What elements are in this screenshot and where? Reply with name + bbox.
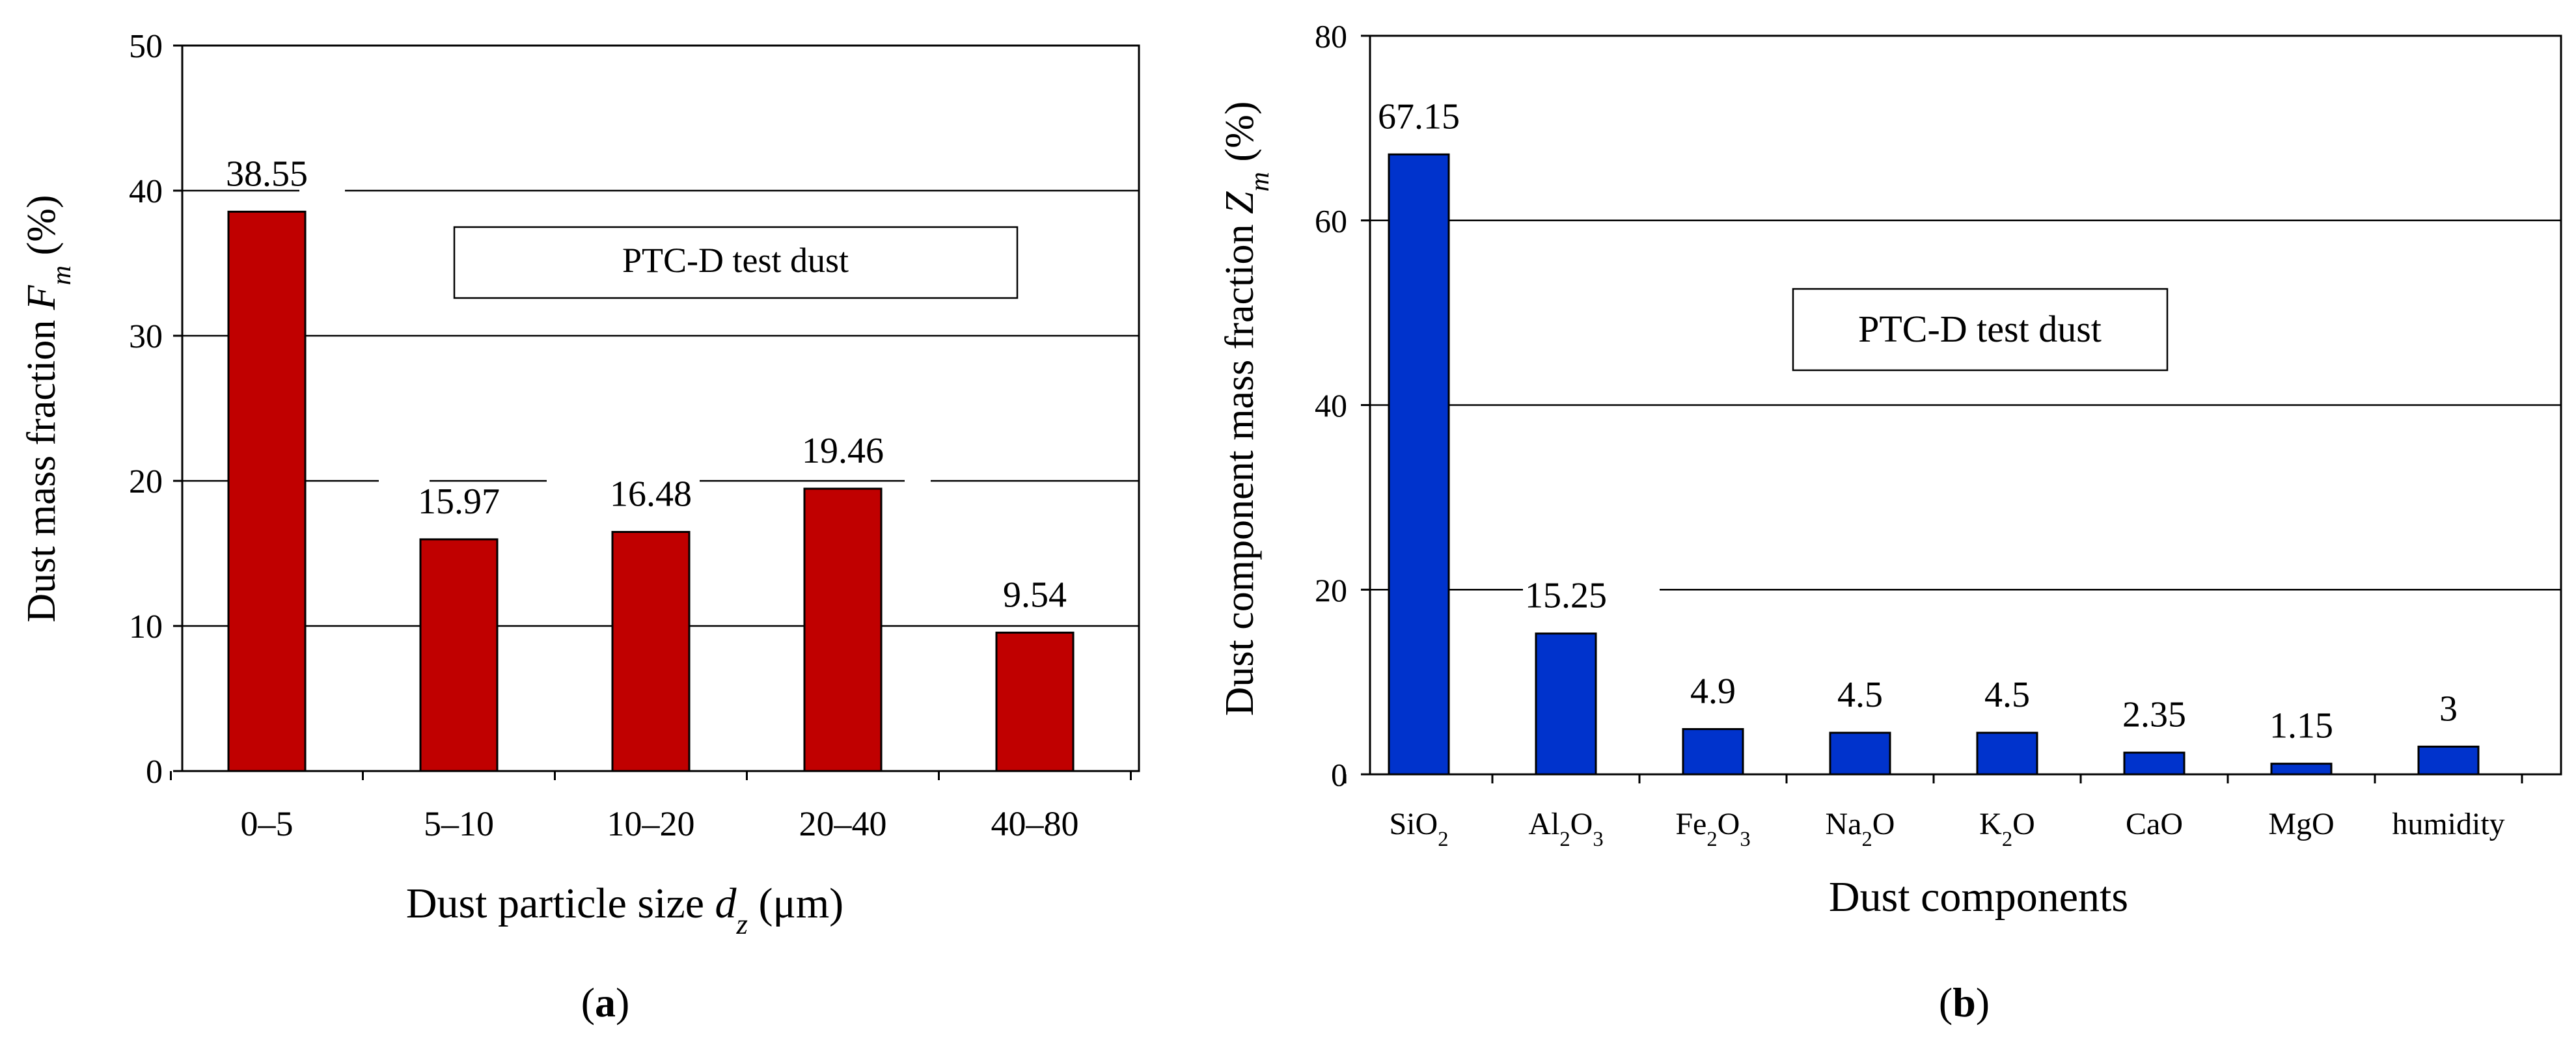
- y-tick-label: 50: [129, 28, 163, 65]
- b-category-label-1: Al2O3: [1528, 807, 1603, 851]
- b-bar-4: [1976, 731, 2038, 776]
- b-y-axis-title: Dust component mass fraction Zm (%): [1218, 102, 1275, 716]
- a-bar-1: [419, 538, 499, 772]
- y-tick-label: 80: [1315, 18, 1347, 55]
- b-category-label-5: CaO: [2126, 807, 2183, 841]
- b-bar-1: [1535, 632, 1597, 776]
- a-value-label-0: 38.55: [226, 154, 308, 194]
- b-value-label-1: 15.25: [1525, 576, 1607, 616]
- b-bar-2: [1682, 727, 1744, 776]
- a-value-label-1: 15.97: [418, 482, 500, 522]
- a-category-label-2: 10–20: [607, 804, 695, 843]
- y-tick-label: 40: [1315, 387, 1347, 424]
- a-value-label-3: 19.46: [802, 431, 884, 471]
- b-category-label-7: humidity: [2392, 807, 2504, 841]
- b-value-label-3: 4.5: [1837, 675, 1883, 715]
- a-category-label-1: 5–10: [424, 804, 494, 843]
- a-y-axis-title: Dust mass fraction Fm (%): [20, 195, 77, 622]
- b-bar-3: [1829, 731, 1891, 776]
- b-panel-label: (b): [1939, 979, 1990, 1025]
- y-tick-label: 20: [1315, 572, 1347, 608]
- b-annotation-text: PTC-D test dust: [1858, 308, 2102, 350]
- b-category-label-6: MgO: [2268, 807, 2334, 841]
- a-panel-label: (a): [581, 979, 630, 1025]
- a-x-axis-title: Dust particle size dz (μm): [406, 880, 843, 940]
- b-value-label-6: 1.15: [2269, 706, 2333, 746]
- y-tick-label: 40: [129, 173, 163, 210]
- a-bar-0: [227, 210, 307, 772]
- a-category-label-3: 20–40: [799, 804, 887, 843]
- y-tick-label: 20: [129, 463, 163, 500]
- b-category-label-2: Fe2O3: [1675, 807, 1750, 851]
- b-value-label-0: 67.15: [1378, 96, 1460, 137]
- b-category-label-0: SiO2: [1389, 807, 1448, 851]
- a-bar-3: [803, 487, 883, 772]
- b-value-label-2: 4.9: [1690, 671, 1736, 711]
- chart-a-particle-size: 0 10 20 30 40 50 38.55 0–5 15.97 5–10 16.48 10–20 19…: [20, 28, 1140, 1025]
- y-tick-label: 60: [1315, 202, 1347, 239]
- a-category-label-4: 40–80: [991, 804, 1079, 843]
- y-tick-label: 10: [129, 608, 163, 645]
- b-value-label-5: 2.35: [2122, 695, 2186, 735]
- a-bar-4: [995, 631, 1075, 772]
- b-category-label-4: K2O: [1979, 807, 2035, 851]
- y-tick-label: 30: [129, 318, 163, 355]
- b-bar-7: [2417, 745, 2480, 776]
- b-category-label-3: Na2O: [1826, 807, 1895, 851]
- a-annotation-box: [453, 226, 1019, 299]
- a-bar-2: [611, 530, 691, 772]
- b-bar-5: [2123, 752, 2185, 776]
- b-value-label-4: 4.5: [1984, 675, 2030, 715]
- y-tick-label: 0: [146, 753, 163, 791]
- a-value-label-2: 16.48: [610, 474, 692, 514]
- b-x-axis-title: Dust components: [1829, 873, 2128, 921]
- b-value-label-7: 3: [2439, 688, 2458, 729]
- a-category-label-0: 0–5: [241, 804, 294, 843]
- b-bar-0: [1388, 153, 1450, 776]
- b-bar-6: [2270, 763, 2333, 776]
- b-annotation-box: [1792, 288, 2169, 372]
- a-value-label-4: 9.54: [1003, 575, 1067, 615]
- chart-b-components: 02040608067.15SiO215.25Al2O34.9Fe2O34.5N…: [1218, 18, 2562, 1025]
- a-annotation-text: PTC-D test dust: [622, 241, 849, 280]
